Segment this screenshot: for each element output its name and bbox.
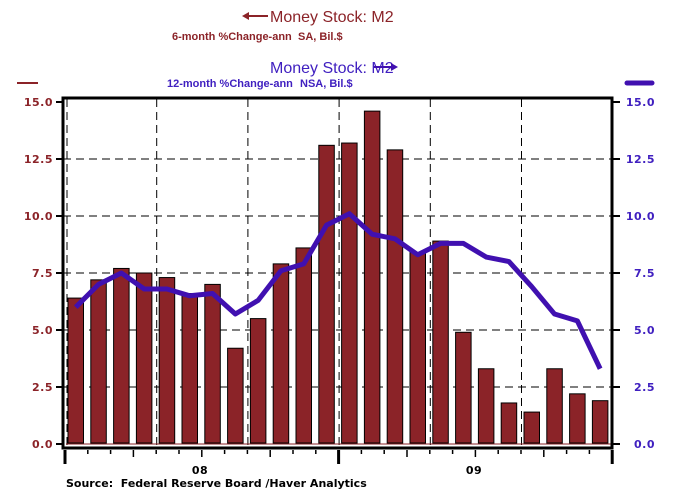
- right-axis-tick-label: 12.5: [626, 153, 655, 166]
- bar: [477, 368, 495, 444]
- bar: [341, 142, 358, 444]
- left-arrow-icon: [242, 12, 268, 20]
- right-axis-tick-label: 15.0: [626, 96, 655, 109]
- x-axis: [63, 450, 614, 464]
- bar: [158, 277, 176, 444]
- left-axis-tick-label: 2.5: [32, 381, 53, 394]
- bar: [523, 411, 540, 444]
- bar: [135, 272, 153, 444]
- left-axis-tick-label: 12.5: [24, 153, 53, 166]
- bar: [67, 297, 84, 444]
- right-axis-tick-label: 10.0: [626, 210, 655, 223]
- bar: [113, 267, 130, 444]
- right-axis-tick-label: 5.0: [634, 324, 655, 337]
- left-axis: 15.0 12.5 10.0 7.5 5.0 2.5 0.0: [24, 96, 63, 451]
- bar: [363, 110, 381, 444]
- bar: [432, 240, 449, 444]
- bar: [546, 368, 563, 444]
- left-axis-tick-label: 5.0: [32, 324, 53, 337]
- x-tick-label-09: 09: [466, 464, 482, 477]
- x-tick-label-08: 08: [192, 464, 208, 477]
- bar: [455, 331, 472, 444]
- series1-units: SA, Bil.$: [298, 31, 343, 43]
- bar: [409, 251, 426, 444]
- bar: [181, 293, 198, 444]
- bar-series: [67, 110, 609, 444]
- bar: [500, 402, 518, 444]
- bar: [90, 279, 107, 444]
- series2-units: NSA, Bil.$: [300, 78, 353, 90]
- line-points: [75, 213, 601, 369]
- bar: [204, 283, 221, 444]
- right-arrow-icon: [374, 63, 398, 71]
- bar: [295, 247, 312, 444]
- right-axis-tick-label: 7.5: [634, 267, 655, 280]
- bar: [591, 400, 609, 444]
- left-axis-tick-label: 0.0: [32, 438, 53, 451]
- bar: [227, 347, 244, 444]
- right-axis: 15.0 12.5 10.0 7.5 5.0 2.5 0.0: [612, 96, 655, 451]
- line-series: [73, 211, 603, 370]
- bar: [272, 263, 290, 444]
- left-axis-tick-label: 10.0: [24, 210, 53, 223]
- bar: [386, 149, 404, 444]
- series2-subtitle: 12-month %Change-ann: [167, 78, 293, 90]
- right-axis-tick-label: 0.0: [634, 438, 655, 451]
- left-axis-tick-label: 15.0: [24, 96, 53, 109]
- bar: [249, 318, 267, 444]
- series2-title: Money Stock: M2: [270, 60, 394, 77]
- series1-title: Money Stock: M2: [270, 9, 394, 26]
- series1-subtitle: 6-month %Change-ann: [172, 31, 292, 43]
- source-note: Source: Federal Reserve Board /Haver Ana…: [66, 477, 367, 490]
- left-axis-tick-label: 7.5: [32, 267, 53, 280]
- legend-series1: Money Stock: M2 6-month %Change-ann SA, …: [172, 9, 394, 43]
- legend-series2: Money Stock: M2 12-month %Change-ann NSA…: [167, 60, 398, 90]
- right-axis-tick-label: 2.5: [634, 381, 655, 394]
- bar: [569, 393, 586, 444]
- bar: [318, 144, 335, 444]
